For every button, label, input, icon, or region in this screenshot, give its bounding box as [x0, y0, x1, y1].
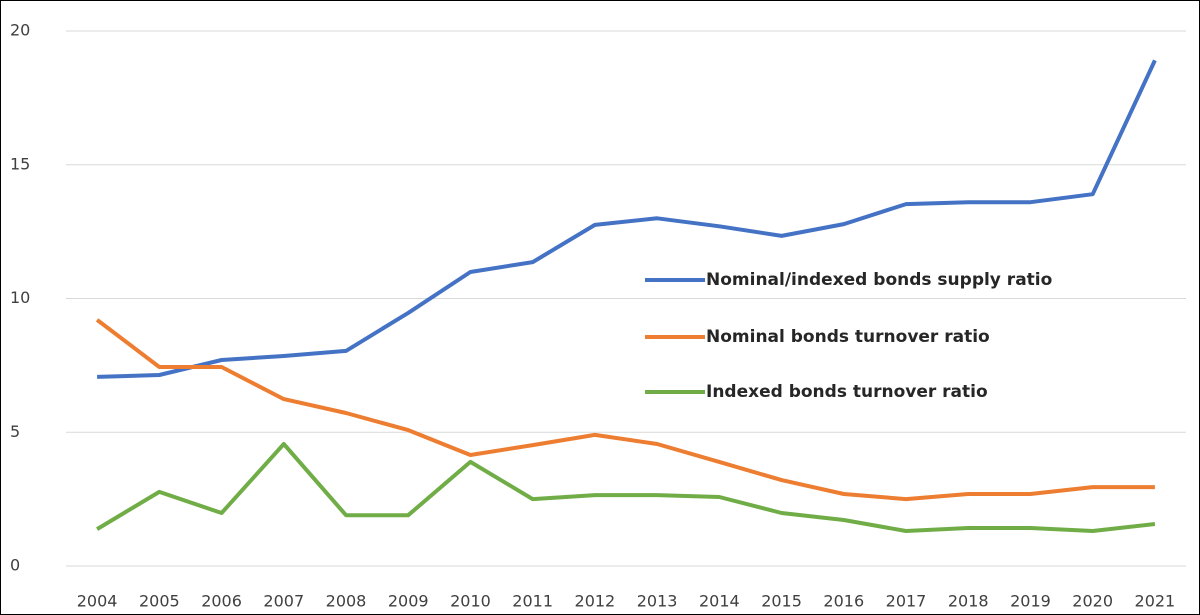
legend-label: Indexed bonds turnover ratio — [706, 382, 988, 402]
legend-label: Nominal bonds turnover ratio — [706, 327, 990, 347]
x-tick-label: 2007 — [263, 592, 304, 611]
series-line — [95, 318, 1155, 502]
series-line — [96, 442, 1156, 533]
y-tick-label: 15 — [10, 154, 30, 173]
y-tick-label: 0 — [10, 556, 20, 575]
x-tick-label: 2010 — [450, 592, 491, 611]
x-tick-label: 2004 — [77, 592, 118, 611]
x-tick-label: 2011 — [512, 592, 553, 611]
x-tick-label: 2012 — [575, 592, 616, 611]
x-tick-label: 2020 — [1072, 592, 1113, 611]
x-tick-label: 2005 — [139, 592, 180, 611]
y-tick-label: 10 — [10, 288, 30, 307]
x-tick-label: 2021 — [1135, 592, 1176, 611]
series-line — [97, 59, 1157, 379]
x-tick-label: 2008 — [326, 592, 367, 611]
x-tick-label: 2017 — [886, 592, 927, 611]
legend-label: Nominal/indexed bonds supply ratio — [706, 270, 1052, 290]
x-tick-label: 2016 — [823, 592, 864, 611]
x-tick-label: 2013 — [637, 592, 678, 611]
x-tick-label: 2014 — [699, 592, 740, 611]
x-tick-label: 2018 — [948, 592, 989, 611]
y-tick-label: 20 — [10, 21, 30, 40]
x-tick-label: 2015 — [761, 592, 802, 611]
x-tick-label: 2019 — [1010, 592, 1051, 611]
x-tick-label: 2009 — [388, 592, 429, 611]
x-tick-label: 2006 — [201, 592, 242, 611]
y-tick-label: 5 — [10, 422, 20, 441]
